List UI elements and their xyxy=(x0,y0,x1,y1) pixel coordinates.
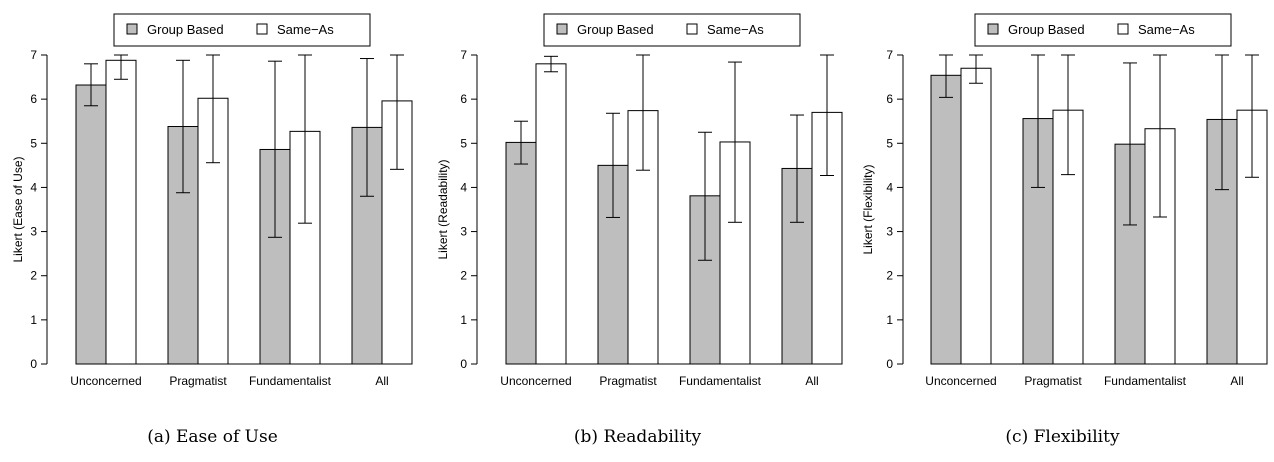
x-tick-label: All xyxy=(1230,374,1243,388)
y-tick-label: 7 xyxy=(30,48,37,62)
x-tick-label: All xyxy=(805,374,818,388)
x-tick-label: Pragmatist xyxy=(599,374,657,388)
error-bar xyxy=(544,55,558,73)
error-bar xyxy=(636,54,650,171)
error-bar xyxy=(390,54,404,170)
legend-label-group-based: Group Based xyxy=(577,22,654,37)
caption-readability: (b) Readability xyxy=(573,427,702,447)
caption-ease-of-use: (a) Ease of Use xyxy=(147,427,278,447)
x-tick-label: Pragmatist xyxy=(169,374,227,388)
y-tick-label: 2 xyxy=(460,269,467,283)
legend: Group Based Same−As xyxy=(543,13,801,47)
y-tick-label: 0 xyxy=(886,357,893,371)
y-tick-label: 4 xyxy=(30,180,37,194)
legend: Group Based Same−As xyxy=(974,13,1232,47)
legend-box xyxy=(543,13,801,47)
y-axis: 0 1 2 3 4 5 6 7 Likert (Ease of Use) xyxy=(11,48,48,371)
y-tick-label: 5 xyxy=(30,136,37,150)
bar-same-as xyxy=(105,59,137,365)
error-bar xyxy=(820,54,834,177)
y-axis: 0 1 2 3 4 5 6 7 Likert (Flexibility) xyxy=(861,48,904,371)
y-axis: 0 1 2 3 4 5 6 7 Likert (Readability) xyxy=(436,48,478,371)
error-bar xyxy=(698,131,712,261)
chart-panel: Group Based Same−As 0 1 2 3 4 5 6 7 Likert (Readab… xyxy=(436,13,843,388)
y-tick-label: 1 xyxy=(460,313,467,327)
y-tick-label: 4 xyxy=(460,180,467,194)
x-tick-label: Pragmatist xyxy=(1024,374,1082,388)
error-bar xyxy=(360,58,374,197)
error-bar xyxy=(298,54,312,224)
x-tick-label: Unconcerned xyxy=(500,374,571,388)
y-tick-label: 0 xyxy=(30,357,37,371)
x-tick-label: Fundamentalist xyxy=(249,374,332,388)
y-axis-label: Likert (Flexibility) xyxy=(861,164,875,254)
caption-flexibility: (c) Flexibility xyxy=(1005,427,1120,447)
x-tick-label: Unconcerned xyxy=(925,374,996,388)
legend-swatch-same-as xyxy=(1117,23,1129,35)
legend-label-same-as: Same−As xyxy=(1138,22,1195,37)
x-tick-label: Fundamentalist xyxy=(1104,374,1187,388)
y-tick-label: 5 xyxy=(886,136,893,150)
y-axis-label: Likert (Readability) xyxy=(436,159,450,259)
y-tick-label: 2 xyxy=(30,269,37,283)
error-bar xyxy=(1031,54,1045,188)
error-bar xyxy=(1215,54,1229,191)
y-axis-label: Likert (Ease of Use) xyxy=(11,156,25,262)
y-tick-label: 6 xyxy=(30,92,37,106)
chart-panel: Group Based Same−As 0 1 2 3 4 5 6 7 Likert (Ease o… xyxy=(11,13,413,388)
legend-swatch-same-as xyxy=(686,23,698,35)
legend-swatch-group-based xyxy=(987,23,999,35)
y-tick-label: 7 xyxy=(460,48,467,62)
y-tick-label: 1 xyxy=(886,313,893,327)
error-bar xyxy=(176,59,190,194)
error-bar xyxy=(1153,54,1167,218)
x-tick-label: Unconcerned xyxy=(70,374,141,388)
error-bar xyxy=(268,60,282,238)
y-tick-label: 6 xyxy=(886,92,893,106)
bar-group-based xyxy=(505,141,537,365)
bar-group-based xyxy=(75,84,107,365)
legend-swatch-group-based xyxy=(126,23,138,35)
bar-same-as xyxy=(719,141,751,365)
y-tick-label: 3 xyxy=(886,225,893,239)
y-tick-label: 7 xyxy=(886,48,893,62)
legend-box xyxy=(974,13,1232,47)
bar-same-as xyxy=(535,63,567,365)
error-bar xyxy=(114,54,128,80)
y-tick-label: 4 xyxy=(886,180,893,194)
error-bar xyxy=(84,63,98,107)
error-bar xyxy=(1123,62,1137,226)
chart-panel: Group Based Same−As 0 1 2 3 4 5 6 7 Likert (Flexib… xyxy=(861,13,1268,388)
legend: Group Based Same−As xyxy=(113,13,371,47)
error-bar xyxy=(206,54,220,164)
bar-same-as xyxy=(960,67,992,365)
x-tick-label: All xyxy=(375,374,388,388)
error-bar xyxy=(939,54,953,98)
error-bar xyxy=(790,114,804,223)
y-tick-label: 0 xyxy=(460,357,467,371)
legend-label-same-as: Same−As xyxy=(707,22,764,37)
error-bar xyxy=(1245,54,1259,178)
legend-box xyxy=(113,13,371,47)
legend-swatch-group-based xyxy=(556,23,568,35)
y-tick-label: 1 xyxy=(30,313,37,327)
error-bar xyxy=(1061,54,1075,176)
legend-label-group-based: Group Based xyxy=(1008,22,1085,37)
error-bar xyxy=(969,54,983,84)
legend-label-same-as: Same−As xyxy=(277,22,334,37)
y-tick-label: 6 xyxy=(460,92,467,106)
legend-swatch-same-as xyxy=(256,23,268,35)
y-tick-label: 3 xyxy=(460,225,467,239)
error-bar xyxy=(514,120,528,165)
y-tick-label: 5 xyxy=(460,136,467,150)
x-tick-label: Fundamentalist xyxy=(679,374,762,388)
y-tick-label: 2 xyxy=(886,269,893,283)
bar-group-based xyxy=(930,74,962,365)
y-tick-label: 3 xyxy=(30,225,37,239)
legend-label-group-based: Group Based xyxy=(147,22,224,37)
error-bar xyxy=(606,112,620,218)
error-bar xyxy=(728,61,742,223)
